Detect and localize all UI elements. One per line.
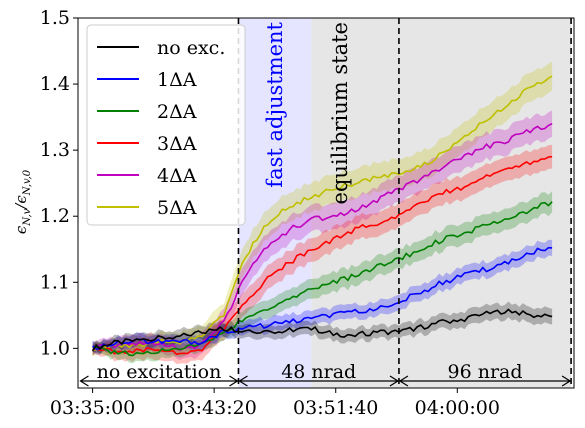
span-arrow-left-2 [398,375,409,387]
band-2 [92,191,553,364]
series-line-5 [92,75,553,352]
span-arrow-left-1 [238,375,248,387]
legend-label-0: no exc. [157,37,225,59]
x-tick-label-0: 03:35:00 [50,397,135,419]
series-line-1 [92,246,553,350]
y-axis-ticks: 1.0 1.1 1.2 1.3 1.4 1.5 [40,7,78,359]
annotation-equilibrium: equilibrium state [328,22,352,204]
band-4 [92,110,553,360]
shaded-region-1 [311,18,572,388]
plot-backgrounds [238,18,572,388]
y-tick-label-1: 1.1 [40,271,70,293]
x-tick-label-1: 03:43:20 [171,397,256,419]
span-label-0: no excitation [97,361,222,383]
equilibrium-state-label: equilibrium state [328,22,352,204]
x-tick-label-2: 03:51:40 [293,397,378,419]
span-label-2: 96 nrad [447,361,522,383]
y-tick-label-2: 1.2 [40,205,70,227]
legend-label-1: 1ΔA [157,69,197,91]
y-tick-label-4: 1.4 [40,73,70,95]
y-tick-label-3: 1.3 [40,139,70,161]
series-lines [91,75,553,357]
y-tick-label-0: 1.0 [40,337,70,359]
legend-label-5: 5ΔA [157,197,197,219]
span-arrow-right-0 [229,375,239,387]
band-0 [92,301,553,357]
legend-label-3: 3ΔA [157,133,197,155]
axes-frame [77,17,575,389]
series-line-2 [92,201,553,357]
legend-label-4: 4ΔA [157,165,197,187]
legend-label-2: 2ΔA [157,101,197,123]
annotation-fast-adjustment: fast adjustment [263,21,287,187]
series-line-3 [92,155,553,356]
fast-adjustment-label: fast adjustment [263,21,287,187]
x-tick-label-3: 04:00:00 [415,397,500,419]
span-arrow-right-2 [561,375,572,387]
axes-frame-rect [77,17,575,389]
span-arrow-left-0 [79,375,89,387]
legend: no exc. 1ΔA 2ΔA 3ΔA 4ΔA 5ΔA [86,24,246,226]
x-axis-ticks: 03:35:00 03:43:20 03:51:40 04:00:00 [50,388,500,419]
span-arrows: no excitation 48 nrad 96 nrad [79,361,572,387]
band-3 [92,144,553,365]
y-axis-label: ϵN,v/ϵN,v,0 [12,169,33,234]
span-arrow-right-1 [389,375,400,387]
series-line-4 [92,122,553,351]
span-label-1: 48 nrad [281,361,356,383]
series-line-0 [91,308,553,352]
y-tick-label-5: 1.5 [40,7,70,29]
